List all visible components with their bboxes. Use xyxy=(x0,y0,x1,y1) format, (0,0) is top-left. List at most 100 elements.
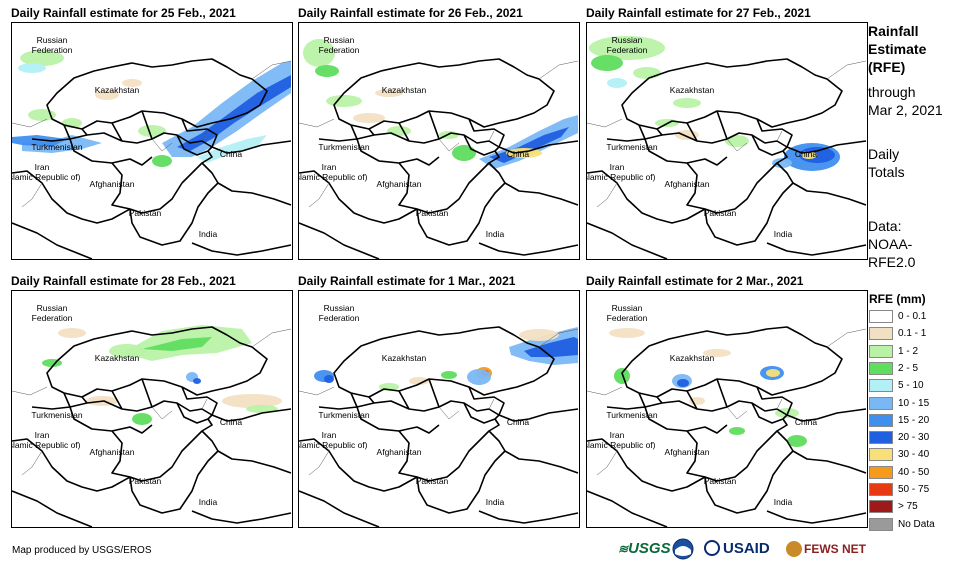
legend-swatch xyxy=(869,379,893,393)
border-line xyxy=(368,378,440,410)
rainfall-area xyxy=(142,337,212,351)
country-label-pakistan: Pakistan xyxy=(704,208,737,218)
border-line xyxy=(638,392,788,416)
rainfall-area xyxy=(109,344,145,358)
sidebar-data-source: Data: NOAA- RFE2.0 xyxy=(868,218,916,270)
legend-swatch xyxy=(869,517,893,531)
rainfall-map: Russian Federation Kazakhstan Turkmenistan I… xyxy=(11,22,293,260)
rainfall-area xyxy=(387,126,411,136)
country-label-afghanistan: Afghanistan xyxy=(90,447,135,457)
rainfall-area xyxy=(614,368,630,384)
rainfall-area xyxy=(246,405,278,413)
rainfall-area xyxy=(20,50,64,66)
rainfall-area xyxy=(703,349,731,357)
sidebar-heading: Rainfall Estimate (RFE) xyxy=(868,23,927,75)
border-line xyxy=(596,450,618,476)
border-line xyxy=(638,124,788,148)
country-label-russia: Russian xyxy=(612,35,643,45)
rainfall-area xyxy=(222,394,282,408)
border-line xyxy=(191,242,292,256)
rainfall-area xyxy=(609,328,645,338)
legend-title: RFE (mm) xyxy=(869,292,926,306)
border-line xyxy=(176,402,213,424)
border-line xyxy=(756,386,793,416)
border-line xyxy=(606,406,728,434)
country-label-iran: Iran xyxy=(610,162,625,172)
legend-item: 15 - 20 xyxy=(869,413,959,428)
border-line xyxy=(46,58,268,130)
border-line xyxy=(621,326,843,398)
border-line xyxy=(704,430,794,514)
country-label-russia: Federation xyxy=(32,45,73,55)
rainfall-area xyxy=(607,78,627,88)
country-label-afghanistan: Afghanistan xyxy=(665,179,710,189)
country-label-china: China xyxy=(507,417,529,427)
border-line xyxy=(181,386,218,416)
rainfall-layer xyxy=(303,39,578,169)
country-label-afghanistan: Afghanistan xyxy=(90,179,135,189)
border-line xyxy=(129,430,219,514)
border-line xyxy=(151,398,208,420)
usgs-wave-icon: ≋ xyxy=(618,542,629,556)
country-label-afghanistan: Afghanistan xyxy=(377,179,422,189)
legend-item: 0 - 0.1 xyxy=(869,310,959,324)
border-line xyxy=(308,182,330,208)
country-label-kazakhstan: Kazakhstan xyxy=(382,353,427,363)
legend-swatch xyxy=(869,465,893,479)
country-label-kazakhstan: Kazakhstan xyxy=(670,85,715,95)
border-line xyxy=(211,140,292,154)
country-label-china: China xyxy=(795,417,817,427)
border-line xyxy=(318,138,440,166)
rainfall-area xyxy=(193,378,201,384)
country-label-india: India xyxy=(199,229,218,239)
sidebar-totals: Daily Totals xyxy=(868,146,905,180)
rainfall-area xyxy=(766,369,780,377)
panel-title: Daily Rainfall estimate for 2 Mar., 2021 xyxy=(586,274,804,288)
border-line xyxy=(63,392,213,416)
rainfall-area xyxy=(177,75,291,151)
border-line xyxy=(826,60,867,80)
rainfall-area xyxy=(441,371,457,379)
country-label-china: China xyxy=(507,149,529,159)
border-line xyxy=(12,386,48,396)
border-line xyxy=(786,408,867,422)
border-line xyxy=(350,124,500,148)
rainfall-map: Russian Federation Kazakhstan Turkmenistan I… xyxy=(298,22,580,260)
sidebar-through: through Mar 2, 2021 xyxy=(868,84,943,118)
rainfall-area xyxy=(589,36,665,60)
country-label-iran: (Islamic Republic of) xyxy=(587,172,656,182)
country-label-russia: Federation xyxy=(607,313,648,323)
country-label-kazakhstan: Kazakhstan xyxy=(382,85,427,95)
border-line xyxy=(299,170,418,224)
country-label-india: India xyxy=(486,497,505,507)
border-line xyxy=(211,408,292,422)
country-label-kazakhstan: Kazakhstan xyxy=(670,353,715,363)
rainfall-map: Russian Federation Kazakhstan Turkmenistan I… xyxy=(586,290,868,528)
rainfall-area xyxy=(152,155,172,167)
border-line xyxy=(299,118,335,128)
country-label-pakistan: Pakistan xyxy=(129,208,162,218)
noaa-emblem-icon xyxy=(672,538,694,560)
rainfall-area xyxy=(315,65,339,77)
rainfall-area xyxy=(673,98,701,108)
country-label-russia: Russian xyxy=(324,35,355,45)
rainfall-layer xyxy=(314,327,578,391)
country-label-iran: Iran xyxy=(322,162,337,172)
country-label-russia: Federation xyxy=(607,45,648,55)
country-label-iran: (Islamic Republic of) xyxy=(299,172,368,182)
country-label-turkmenistan: Turkmenistan xyxy=(318,142,369,152)
country-borders xyxy=(299,58,579,259)
rainfall-area xyxy=(12,135,67,147)
legend-label: 20 - 30 xyxy=(898,432,930,444)
legend-swatch xyxy=(869,310,893,323)
noaa-logo xyxy=(672,538,694,565)
country-label-iran: Iran xyxy=(610,430,625,440)
border-line xyxy=(299,386,335,396)
country-label-russia: Federation xyxy=(319,45,360,55)
border-line xyxy=(438,398,495,420)
country-borders xyxy=(587,326,867,527)
legend-item: 5 - 10 xyxy=(869,379,959,393)
